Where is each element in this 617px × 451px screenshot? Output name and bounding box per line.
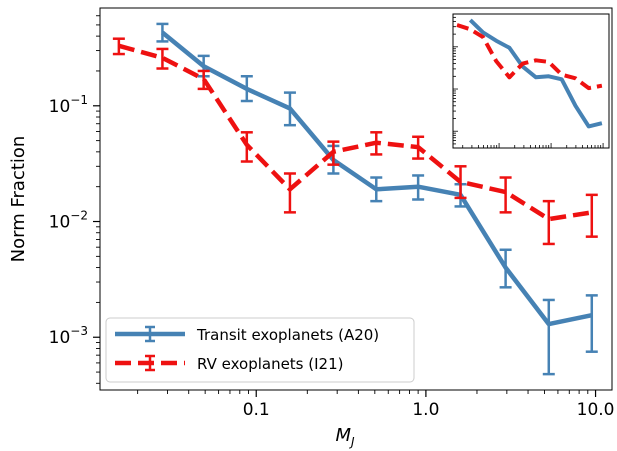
legend: Transit exoplanets (A20) RV exoplanets (…	[105, 317, 415, 383]
legend-label-rv: RV exoplanets (I21)	[197, 355, 343, 373]
legend-item-rv: RV exoplanets (I21)	[115, 354, 343, 373]
series-line-rv	[118, 43, 593, 222]
inset-frame	[452, 13, 610, 149]
y-axis-label: Norm Fraction	[8, 136, 29, 263]
error-bar-rv	[454, 165, 467, 200]
inset-line-transit	[468, 18, 603, 129]
error-bar-rv	[327, 140, 340, 166]
y-axis-ticks: 10−3 10−2 10−1	[49, 15, 100, 384]
error-bar-rv	[240, 131, 253, 163]
inset-plot	[452, 13, 610, 149]
error-bar-transit	[585, 294, 598, 353]
error-bar-rv	[156, 47, 169, 70]
error-bar-rv	[370, 131, 383, 156]
y-tick-label: 10−1	[49, 93, 88, 117]
series-layer	[112, 22, 598, 376]
error-bar-rv	[542, 199, 555, 246]
error-bar-rv	[499, 176, 512, 214]
x-axis-label-main: M	[335, 425, 351, 446]
error-bar-transit	[156, 22, 169, 43]
error-bar-rv	[585, 193, 598, 238]
plot-area: 0.1 1.0 10.0 10−3 10−2 10−1	[49, 7, 615, 420]
inset-line-rv	[456, 23, 603, 91]
y-tick-label: 10−3	[49, 324, 88, 348]
legend-item-transit: Transit exoplanets (A20)	[115, 325, 379, 344]
error-bar-transit	[240, 75, 253, 103]
x-axis-ticks: 0.1 1.0 10.0	[137, 390, 615, 420]
error-bar-transit	[499, 248, 512, 289]
error-bar-transit	[412, 174, 425, 201]
x-axis-label-subscript: J	[349, 435, 355, 449]
y-tick-label: 10−2	[49, 209, 88, 233]
error-bar-rv	[197, 69, 210, 91]
x-tick-label: 0.1	[243, 400, 270, 420]
error-bar-transit	[370, 176, 383, 203]
legend-label-transit: Transit exoplanets (A20)	[196, 326, 379, 344]
x-axis-label: MJ	[335, 425, 355, 449]
x-tick-label: 1.0	[412, 400, 439, 420]
error-bar-rv	[412, 135, 425, 160]
error-bar-transit	[283, 91, 296, 127]
x-tick-label: 10.0	[577, 400, 615, 420]
error-bar-transit	[542, 298, 555, 376]
error-bar-rv	[112, 37, 125, 56]
inset-series-layer	[456, 18, 603, 129]
plot-frame	[99, 7, 613, 391]
error-bar-rv	[283, 172, 296, 214]
